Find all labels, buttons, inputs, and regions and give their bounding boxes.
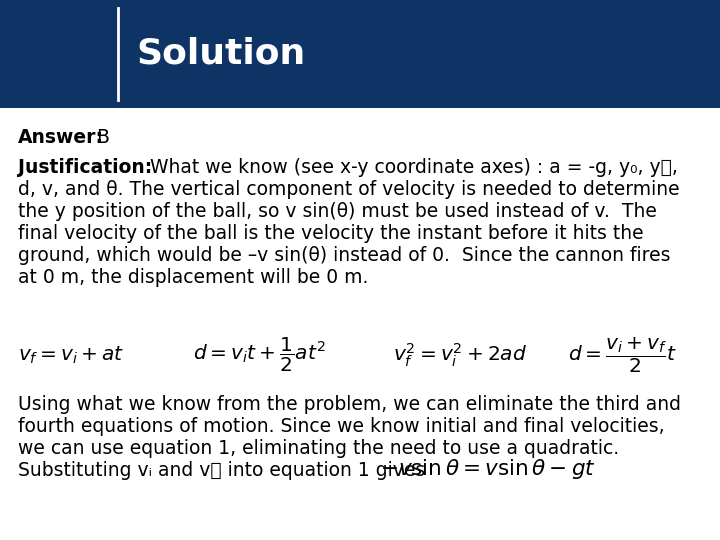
Text: Substituting vᵢ and v⁦ into equation 1 gives: Substituting vᵢ and v⁦ into equation 1 g… bbox=[18, 461, 426, 480]
Text: Solution: Solution bbox=[136, 37, 305, 71]
Text: $-v\sin\theta = v\sin\theta - gt$: $-v\sin\theta = v\sin\theta - gt$ bbox=[380, 457, 596, 481]
Text: fourth equations of motion. Since we know initial and final velocities,: fourth equations of motion. Since we kno… bbox=[18, 417, 665, 436]
Text: $v_f = v_i + at$: $v_f = v_i + at$ bbox=[18, 345, 124, 366]
Text: we can use equation 1, eliminating the need to use a quadratic.: we can use equation 1, eliminating the n… bbox=[18, 439, 619, 458]
Text: Justification:: Justification: bbox=[18, 158, 152, 177]
Text: d, v, and θ. The vertical component of velocity is needed to determine: d, v, and θ. The vertical component of v… bbox=[18, 180, 680, 199]
Text: at 0 m, the displacement will be 0 m.: at 0 m, the displacement will be 0 m. bbox=[18, 268, 369, 287]
Text: $v_f^2 = v_i^2 + 2ad$: $v_f^2 = v_i^2 + 2ad$ bbox=[393, 341, 527, 369]
Bar bbox=[0, 0, 720, 108]
Text: Answer:: Answer: bbox=[18, 128, 104, 147]
Text: $d = v_i t + \dfrac{1}{2}at^2$: $d = v_i t + \dfrac{1}{2}at^2$ bbox=[193, 336, 326, 374]
Text: What we know (see x-y coordinate axes) : a = -g, y₀, y⁦,: What we know (see x-y coordinate axes) :… bbox=[138, 158, 678, 177]
Text: final velocity of the ball is the velocity the instant before it hits the: final velocity of the ball is the veloci… bbox=[18, 224, 644, 243]
Text: Using what we know from the problem, we can eliminate the third and: Using what we know from the problem, we … bbox=[18, 395, 681, 414]
Text: the y position of the ball, so v sin(θ) must be used instead of v.  The: the y position of the ball, so v sin(θ) … bbox=[18, 202, 657, 221]
Text: $d = \dfrac{v_i + v_f}{2}t$: $d = \dfrac{v_i + v_f}{2}t$ bbox=[568, 335, 677, 375]
Text: B: B bbox=[96, 128, 109, 147]
Text: ground, which would be –v sin(θ) instead of 0.  Since the cannon fires: ground, which would be –v sin(θ) instead… bbox=[18, 246, 670, 265]
